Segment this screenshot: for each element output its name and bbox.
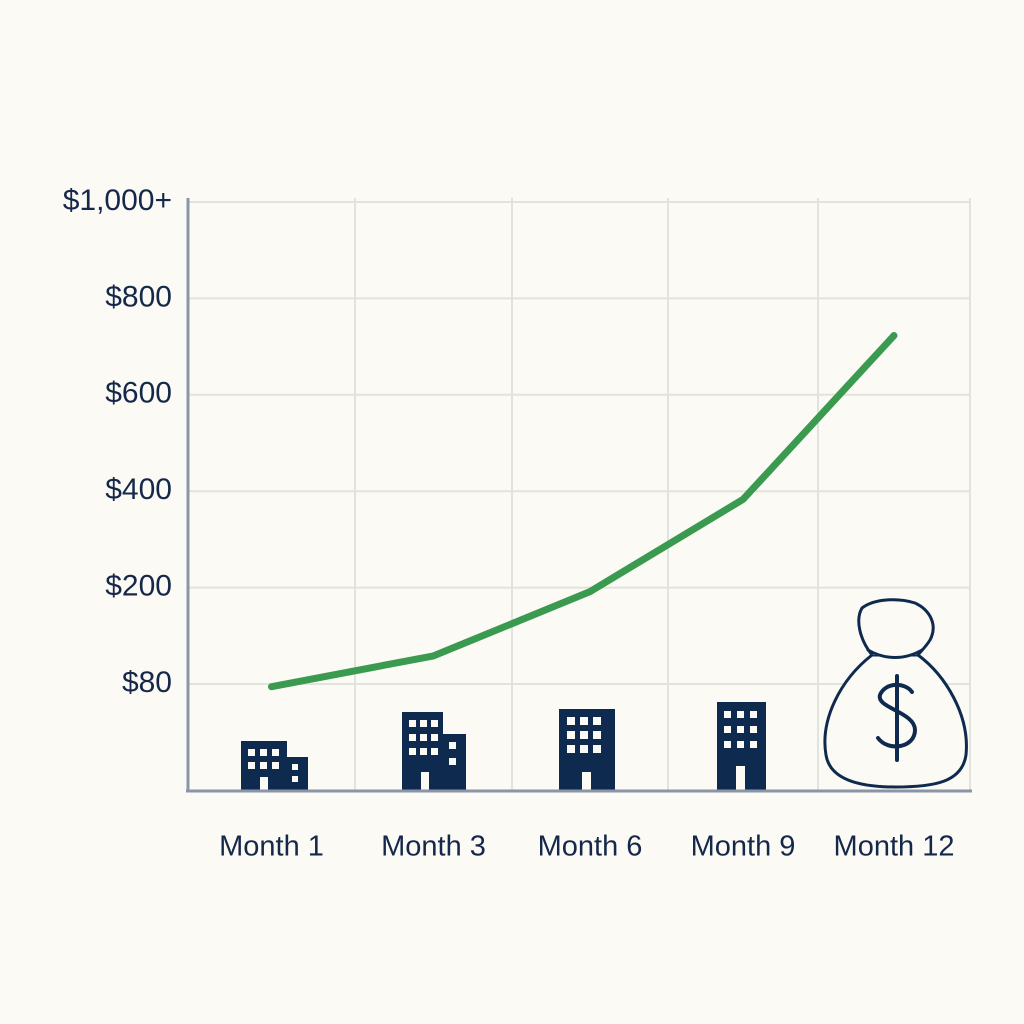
y-tick-label: $400 xyxy=(105,473,172,506)
building-icon xyxy=(241,741,308,791)
y-tick-label: $600 xyxy=(105,377,172,410)
y-tick-label: $800 xyxy=(105,280,172,313)
x-tick-label: Month 3 xyxy=(381,831,486,863)
icons xyxy=(241,598,968,791)
building-icon xyxy=(717,702,766,791)
y-tick-label: $80 xyxy=(122,666,172,699)
grid xyxy=(188,198,971,791)
x-tick-label: Month 9 xyxy=(691,831,796,863)
x-tick-label: Month 12 xyxy=(834,831,955,863)
money-bag-icon xyxy=(823,598,968,789)
y-tick-label: $200 xyxy=(105,570,172,603)
building-icon xyxy=(402,712,466,791)
building-icon xyxy=(559,709,615,791)
x-tick-label: Month 1 xyxy=(219,831,324,863)
data-line xyxy=(268,332,898,691)
x-tick-label: Month 6 xyxy=(538,831,643,863)
y-tick-label: $1,000+ xyxy=(63,184,172,217)
